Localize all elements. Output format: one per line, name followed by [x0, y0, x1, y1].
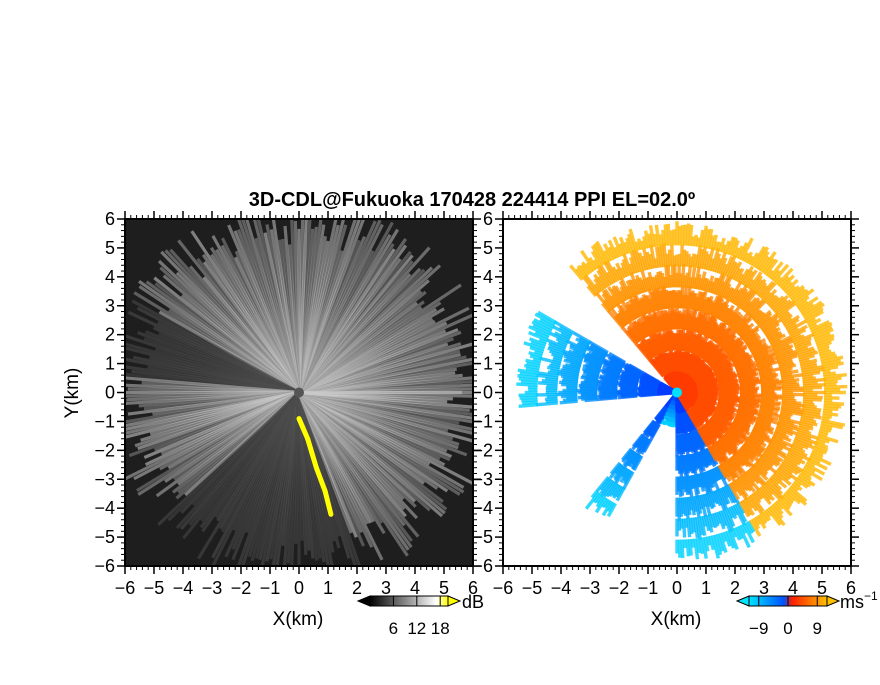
velocity-y-tick-label: 6: [483, 209, 493, 229]
db-colorbar-tick-label: 12: [407, 619, 426, 638]
velocity-x-tick-label: −4: [551, 578, 572, 598]
velocity-colorbar-unit-exponent: −1: [864, 589, 878, 603]
reflectivity-y-tick-label: −4: [94, 498, 115, 518]
velocity-x-tick-label: 3: [759, 578, 769, 598]
velocity-x-tick-label: −6: [493, 578, 514, 598]
reflectivity-y-tick-label: −3: [94, 469, 115, 489]
velocity-x-tick-label: 1: [701, 578, 711, 598]
velocity-x-tick-label: 2: [730, 578, 740, 598]
db-colorbar-tick-label: 18: [431, 619, 450, 638]
reflectivity-x-tick-label: −3: [202, 578, 223, 598]
reflectivity-y-tick-label: −5: [94, 527, 115, 547]
velocity-x-tick-label: −5: [522, 578, 543, 598]
velocity-x-tick-label: −3: [580, 578, 601, 598]
db-colorbar-scale: [370, 596, 448, 606]
velocity-y-tick-label: −2: [472, 440, 493, 460]
reflectivity-y-axis-label: Y(km): [62, 368, 83, 419]
reflectivity-x-axis-label: X(km): [273, 609, 324, 630]
reflectivity-x-tick-label: −6: [115, 578, 136, 598]
velocity-colorbar-right-arrow: [827, 596, 839, 606]
db-colorbar-right-arrow: [448, 596, 460, 606]
velocity-y-tick-label: −1: [472, 411, 493, 431]
reflectivity-y-tick-label: −1: [94, 411, 115, 431]
velocity-colorbar: −9 0 9 ms−1: [737, 589, 878, 638]
reflectivity-y-tick-label: 6: [105, 209, 115, 229]
reflectivity-y-tick-label: −2: [94, 440, 115, 460]
reflectivity-x-tick-label: 3: [381, 578, 391, 598]
db-colorbar-tick-label: 6: [389, 619, 398, 638]
reflectivity-x-tick-label: 0: [294, 578, 304, 598]
reflectivity-y-tick-label: 5: [105, 238, 115, 258]
velocity-y-tick-label: −4: [472, 498, 493, 518]
reflectivity-x-tick-label: 4: [410, 578, 420, 598]
velocity-colorbar-tick-label: 9: [813, 619, 822, 638]
velocity-y-tick-label: −5: [472, 527, 493, 547]
velocity-x-tick-label: −2: [609, 578, 630, 598]
velocity-x-tick-label: 0: [672, 578, 682, 598]
db-colorbar-unit: dB: [462, 592, 484, 612]
velocity-colorbar-tick-label: 0: [783, 619, 792, 638]
velocity-y-tick-label: −6: [472, 556, 493, 576]
velocity-y-tick-label: 0: [483, 383, 493, 403]
chart-title: 3D-CDL@Fukuoka 170428 224414 PPI EL=02.0…: [249, 189, 695, 211]
reflectivity-y-tick-labels: 6 5 4 3 2 1 0 −1 −2 −3 −4 −5 −6: [94, 209, 115, 576]
velocity-y-tick-label: 5: [483, 238, 493, 258]
db-colorbar: 6 12 18 dB: [358, 592, 484, 638]
velocity-x-tick-label: 4: [788, 578, 798, 598]
velocity-y-tick-label: −3: [472, 469, 493, 489]
reflectivity-y-tick-label: 4: [105, 267, 115, 287]
velocity-y-tick-label: 3: [483, 296, 493, 316]
velocity-colorbar-tick-label: −9: [749, 619, 768, 638]
reflectivity-y-tick-label: 1: [105, 354, 115, 374]
reflectivity-x-tick-label: 5: [439, 578, 449, 598]
reflectivity-x-tick-label: −5: [144, 578, 165, 598]
reflectivity-y-tick-label: −6: [94, 556, 115, 576]
velocity-x-axis-label: X(km): [651, 609, 702, 630]
reflectivity-x-tick-label: 2: [352, 578, 362, 598]
reflectivity-x-tick-label: 1: [323, 578, 333, 598]
reflectivity-y-tick-label: 0: [105, 383, 115, 403]
velocity-x-tick-label: −1: [638, 578, 659, 598]
velocity-y-tick-label: 2: [483, 325, 493, 345]
reflectivity-x-tick-label: −2: [231, 578, 252, 598]
velocity-y-tick-label: 1: [483, 354, 493, 374]
reflectivity-x-tick-label: −1: [260, 578, 281, 598]
velocity-y-tick-label: 4: [483, 267, 493, 287]
velocity-x-tick-label: 5: [817, 578, 827, 598]
reflectivity-x-tick-label: −4: [173, 578, 194, 598]
velocity-colorbar-unit: ms−1: [840, 589, 878, 612]
reflectivity-y-tick-label: 3: [105, 296, 115, 316]
reflectivity-y-tick-label: 2: [105, 325, 115, 345]
